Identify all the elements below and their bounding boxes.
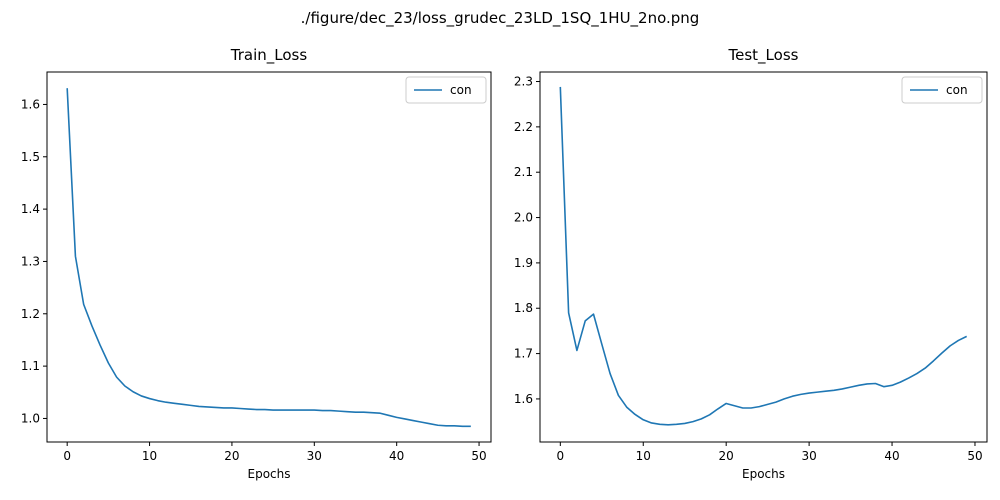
chart-1-legend-box	[901, 76, 983, 104]
chart-0-series-line-0	[66, 88, 471, 428]
chart-1-ytick-label-4: 2.0	[514, 211, 533, 225]
chart-1-ytick-label-0: 1.6	[514, 392, 533, 406]
chart-1-xtick-label-1: 10	[636, 449, 651, 463]
train-loss-chart: 0 10 20 30 40 50 1.0 1.1 1.2 1.3 1.4 1.5 1.6 Train_Lo…	[21, 46, 492, 481]
chart-0-xtick-label-1: 10	[142, 449, 157, 463]
figure-title: ./figure/dec_23/loss_grudec_23LD_1SQ_1HU…	[301, 9, 700, 28]
chart-0-xtick-label-2: 20	[224, 449, 239, 463]
chart-1-xtick-label-4: 40	[884, 449, 899, 463]
chart-0-xtick-label-3: 30	[307, 449, 322, 463]
chart-1-ytick-label-7: 2.3	[514, 75, 533, 89]
test-loss-chart: 0 10 20 30 40 50 1.6 1.7 1.8 1.9 2.0 2.1 2.2 2.3 Test_…	[514, 46, 988, 481]
chart-0-xtick-label-5: 50	[471, 449, 486, 463]
chart-0-ytick-label-5: 1.5	[21, 150, 40, 164]
chart-0-ytick-label-0: 1.0	[21, 411, 40, 425]
chart-1-series-line-0	[559, 86, 968, 426]
chart-1-plot-frame	[539, 71, 988, 443]
chart-0-legend-label-0: con	[450, 83, 472, 97]
chart-0-xtick-label-0: 0	[63, 449, 71, 463]
chart-0-ytick-label-1: 1.1	[21, 359, 40, 373]
chart-1-title: Test_Loss	[728, 46, 799, 65]
chart-0-legend: con	[405, 76, 487, 104]
chart-1-xtick-label-0: 0	[556, 449, 564, 463]
chart-1-legend: con	[901, 76, 983, 104]
chart-1-legend-label-0: con	[946, 83, 968, 97]
chart-1-ytick-label-6: 2.2	[514, 120, 533, 134]
chart-0-ytick-label-4: 1.4	[21, 202, 40, 216]
chart-1-xlabel: Epochs	[742, 467, 785, 481]
chart-0-xlabel: Epochs	[248, 467, 291, 481]
chart-0-ytick-label-3: 1.3	[21, 254, 40, 268]
chart-0-xtick-label-4: 40	[389, 449, 404, 463]
chart-1-xtick-label-5: 50	[967, 449, 982, 463]
chart-1-xtick-label-2: 20	[719, 449, 734, 463]
chart-0-ytick-label-2: 1.2	[21, 307, 40, 321]
chart-1-xtick-label-3: 30	[801, 449, 816, 463]
chart-1-ytick-label-1: 1.7	[514, 347, 533, 361]
chart-0-legend-box	[405, 76, 487, 104]
chart-1-ytick-label-5: 2.1	[514, 165, 533, 179]
chart-1-ytick-label-2: 1.8	[514, 301, 533, 315]
chart-0-ytick-label-6: 1.6	[21, 97, 40, 111]
chart-0-plot-frame	[46, 71, 492, 443]
chart-0-title: Train_Loss	[230, 46, 308, 65]
chart-1-ytick-label-3: 1.9	[514, 256, 533, 270]
